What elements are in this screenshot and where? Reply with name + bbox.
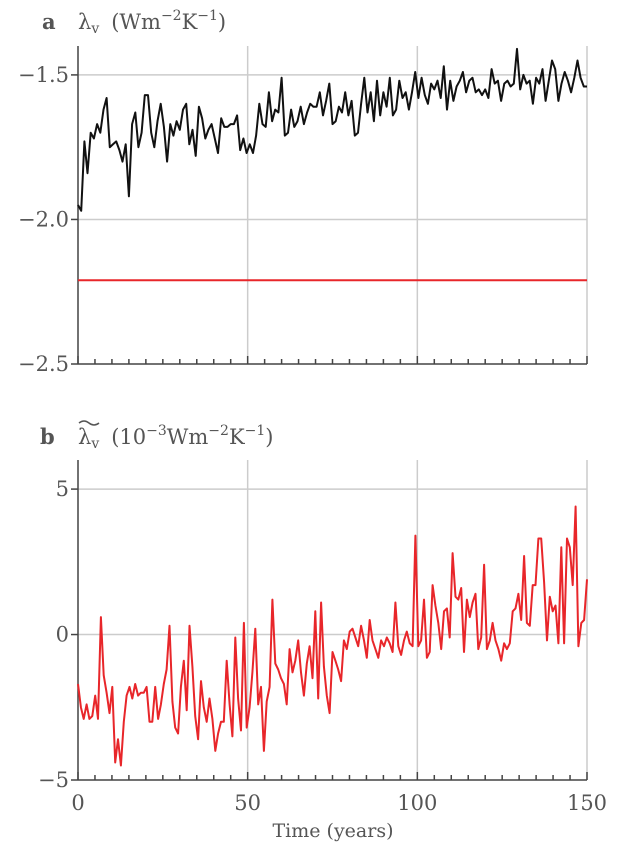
panel-b-ytick-label: 0: [56, 623, 69, 647]
panel-b-unit-post: ): [265, 425, 273, 449]
panel-b-series: [77, 505, 588, 767]
x-axis-title: Time (years): [272, 820, 393, 842]
panel-b-ytick-label: 5: [56, 477, 69, 501]
panel-b-exp1: −2: [208, 423, 229, 439]
panel-b: b λv (10−3Wm−2K−1) 50−50 50 100 150 Time (ye…: [38, 420, 607, 842]
panel-b-symbol: λ: [78, 425, 91, 449]
panel-a-series: [77, 47, 587, 282]
panel-a-ytick-label: −2.0: [18, 207, 69, 231]
panel-b-xtick-label: 100: [397, 791, 437, 815]
panel-a-unit-mid: K: [182, 10, 198, 34]
panel-a-exp2: −1: [197, 8, 218, 24]
panel-b-axes: [77, 460, 587, 781]
panel-b-xtick-label: 150: [567, 791, 607, 815]
panel-a-ytick-label: −1.5: [18, 63, 69, 87]
panel-b-letter: b: [40, 424, 55, 449]
panel-b-title: λv (10−3Wm−2K−1): [78, 423, 273, 452]
panel-a-subscript: v: [90, 21, 99, 37]
panel-a-title: λv (Wm−2K−1): [78, 8, 226, 37]
panel-b-unit-pre: (10: [111, 425, 146, 449]
panel-a-ytick-label: −2.5: [18, 352, 69, 376]
panel-a-exp1: −2: [161, 8, 182, 24]
panel-b-xtick-label: 0: [71, 791, 84, 815]
panel-a-axes: [77, 46, 587, 365]
panel-b-exp0: −3: [146, 423, 167, 439]
panel-a-grid: [78, 46, 588, 364]
panel-a-letter: a: [42, 9, 56, 34]
panel-b-subscript: v: [90, 436, 99, 452]
panel-a-symbol: λ: [78, 10, 91, 34]
panel-a-unit-post: ): [218, 10, 226, 34]
panel-b-unit-a: Wm: [167, 425, 209, 449]
panel-b-exp2: −1: [245, 423, 266, 439]
panel-b-xtick-label: 50: [234, 791, 261, 815]
panel-b-ticks: 50−50 50 100 150: [38, 477, 607, 815]
panel-b-unit-mid: K: [229, 425, 245, 449]
panel-a-series-line-1: [77, 47, 587, 212]
panel-a: a λv (Wm−2K−1) −1.5 −2.0 −2.5: [18, 8, 588, 376]
panel-b-grid: [78, 460, 588, 780]
panel-b-ytick-label: −5: [38, 768, 69, 792]
panel-b-series-line-1: [77, 505, 588, 767]
panel-a-ticks: −1.5 −2.0 −2.5: [18, 63, 588, 376]
panel-a-unit-pre: (Wm: [111, 10, 161, 34]
panel-b-tilde-mark: [78, 420, 100, 426]
